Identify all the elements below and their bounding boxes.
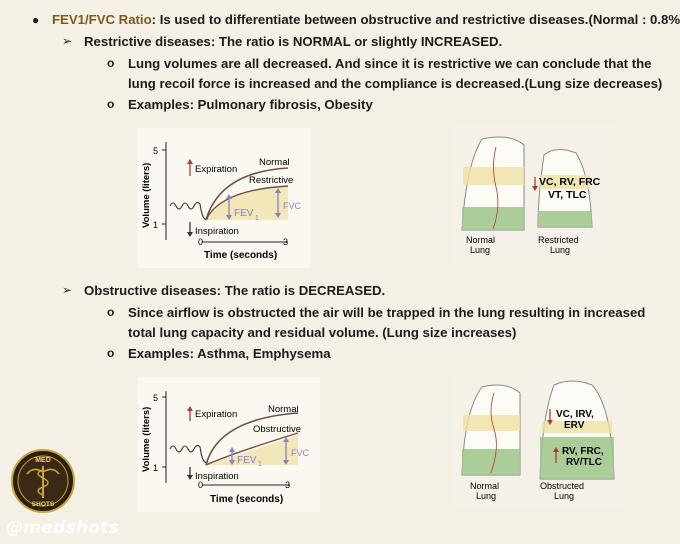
restrictive-point1-line2: lung recoil force is increased and the c… bbox=[128, 76, 663, 91]
obstructive-spirometry-graph: 5 1 Volume (liters) Expiration Inspirati… bbox=[138, 377, 320, 512]
obstructed-lung-label-2: Lung bbox=[554, 491, 574, 501]
restrictive-examples: Examples: Pulmonary fibrosis, Obesity bbox=[128, 97, 373, 112]
obstructed-lung-label-1: Obstructed bbox=[540, 481, 584, 491]
restricted-volumes-line1: VC, RV, FRC bbox=[539, 176, 601, 188]
increased-volumes-line2: RV/TLC bbox=[566, 457, 602, 468]
restricted-lung-label-1: Restricted bbox=[538, 235, 579, 245]
normal-lung-label-2: Lung bbox=[470, 245, 490, 255]
inspiration-label: Inspiration bbox=[195, 226, 239, 237]
y-axis-label: Volume (liters) bbox=[141, 407, 152, 472]
arrow-bullet-icon: ➢ bbox=[62, 34, 73, 48]
header-term: FEV1/FVC Ratio bbox=[52, 12, 152, 27]
header-text: : Is used to differentiate between obstr… bbox=[151, 12, 680, 27]
fev-label: FEV bbox=[237, 455, 257, 466]
restrictive-heading: Restrictive diseases: The ratio is NORMA… bbox=[84, 34, 503, 49]
normal-lung-label-1: Normal bbox=[470, 481, 499, 491]
circle-bullet-icon: o bbox=[107, 346, 115, 360]
restrictive-point1-line1: Lung volumes are all decreased. And sinc… bbox=[128, 56, 652, 71]
x-axis-label: Time (seconds) bbox=[210, 494, 283, 505]
xtick-0: 0 bbox=[198, 237, 203, 247]
obstructive-lungs-diagram: VC, IRV, ERV RV, FRC, RV/TLC Normal Lung… bbox=[452, 377, 630, 507]
header-line: FEV1/FVC Ratio: Is used to differentiate… bbox=[52, 12, 680, 28]
fev-label: FEV bbox=[234, 208, 254, 219]
ytick-5: 5 bbox=[153, 146, 158, 156]
restrictive-curve-label: Restrictive bbox=[249, 175, 293, 186]
xtick-3: 3 bbox=[283, 237, 288, 247]
bullet-dot-icon: ● bbox=[32, 13, 40, 27]
decreased-volumes-line1: VC, IRV, bbox=[556, 409, 594, 420]
normal-lung-label-2: Lung bbox=[476, 491, 496, 501]
arrow-bullet-icon: ➢ bbox=[62, 283, 73, 297]
fvc-label: FVC bbox=[291, 448, 310, 458]
ytick-5: 5 bbox=[153, 393, 158, 403]
fev-subscript: 1 bbox=[258, 461, 262, 468]
circle-bullet-icon: o bbox=[107, 305, 115, 319]
obstructive-point1-line2: total lung capacity and residual volume.… bbox=[128, 325, 517, 340]
expiration-label: Expiration bbox=[195, 164, 237, 175]
fvc-label: FVC bbox=[283, 201, 302, 211]
normal-curve-label: Normal bbox=[268, 404, 299, 415]
ytick-1: 1 bbox=[153, 463, 158, 473]
circle-bullet-icon: o bbox=[107, 97, 115, 111]
x-axis-label: Time (seconds) bbox=[204, 250, 277, 261]
obstructive-heading: Obstructive diseases: The ratio is DECRE… bbox=[84, 283, 386, 298]
watermark: @medshots bbox=[6, 518, 120, 538]
obstructive-point1-line1: Since airflow is obstructed the air will… bbox=[128, 305, 646, 320]
fev-subscript: 1 bbox=[255, 215, 259, 222]
normal-lung-label-1: Normal bbox=[466, 235, 495, 245]
decreased-volumes-line2: ERV bbox=[564, 420, 585, 431]
obstructive-curve-label: Obstructive bbox=[253, 424, 301, 435]
logo-top-text: MED bbox=[35, 457, 51, 464]
xtick-0: 0 bbox=[198, 480, 203, 490]
y-axis-label: Volume (liters) bbox=[141, 163, 152, 228]
inspiration-label: Inspiration bbox=[195, 471, 239, 482]
restrictive-lungs-diagram: VC, RV, FRC VT, TLC Normal Lung Restrict… bbox=[452, 125, 622, 263]
normal-curve-label: Normal bbox=[259, 157, 290, 168]
restricted-volumes-line2: VT, TLC bbox=[548, 189, 587, 201]
xtick-3: 3 bbox=[285, 480, 290, 490]
logo-bottom-text: SHOTS bbox=[32, 501, 55, 508]
ytick-1: 1 bbox=[153, 220, 158, 230]
obstructive-examples: Examples: Asthma, Emphysema bbox=[128, 346, 331, 361]
medshots-logo: MED SHOTS bbox=[10, 448, 76, 514]
restricted-lung-label-2: Lung bbox=[550, 245, 570, 255]
increased-volumes-line1: RV, FRC, bbox=[562, 446, 604, 457]
expiration-label: Expiration bbox=[195, 409, 237, 420]
circle-bullet-icon: o bbox=[107, 56, 115, 70]
restrictive-spirometry-graph: 5 1 Volume (liters) Expiration Inspirati… bbox=[138, 128, 310, 268]
